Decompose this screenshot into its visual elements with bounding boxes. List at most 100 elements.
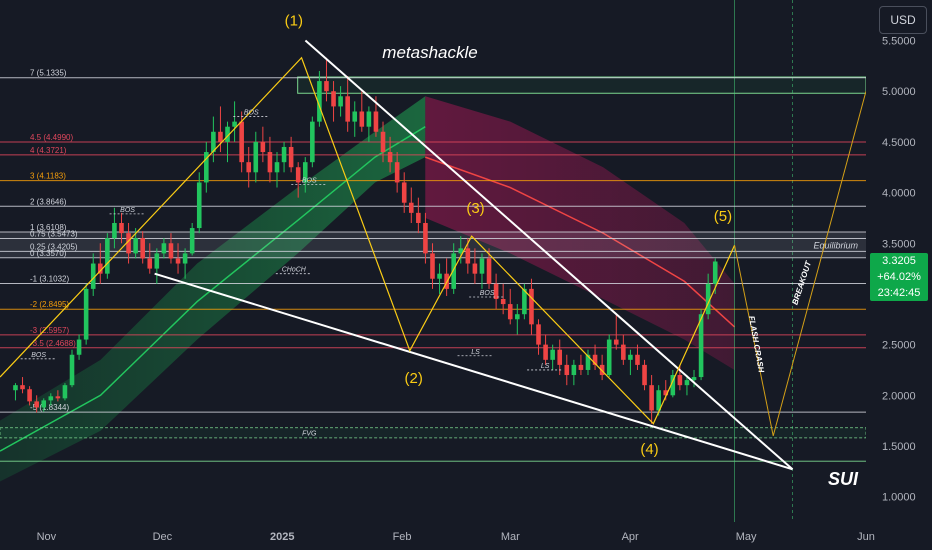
price-axis-tick: 2.5000 xyxy=(882,340,916,352)
price-axis-tick: 3.5000 xyxy=(882,238,916,250)
time-axis-background xyxy=(0,522,932,550)
time-axis-tick: Mar xyxy=(501,531,520,543)
candle-body xyxy=(154,253,160,269)
candle-body xyxy=(189,228,195,254)
candle-body xyxy=(571,364,577,376)
candle-body xyxy=(684,380,690,386)
candle-body xyxy=(642,364,647,386)
fib-label: -3 (2.5957) xyxy=(30,326,69,335)
candle-body xyxy=(423,222,428,254)
structure-label: CHoCH xyxy=(282,267,307,274)
price-axis-tick: 4.5000 xyxy=(882,137,916,149)
price-axis-tick: 1.5000 xyxy=(882,441,916,453)
candle-body xyxy=(310,121,315,163)
candle-body xyxy=(500,299,506,305)
fib-label: 0 (3.3570) xyxy=(30,249,67,258)
candle-body xyxy=(105,238,110,274)
time-axis-tick: Nov xyxy=(37,531,57,543)
candle-body xyxy=(536,324,541,345)
candle-body xyxy=(578,364,584,370)
candle-body xyxy=(112,222,117,239)
candle-body xyxy=(232,121,237,127)
candle-body xyxy=(345,96,350,122)
wedge-lower-line xyxy=(154,272,793,471)
candle-body xyxy=(34,401,39,408)
structure-label: LS xyxy=(471,349,480,356)
candle-body xyxy=(211,131,216,153)
candle-body xyxy=(331,91,336,107)
candle-body xyxy=(161,243,167,254)
candle-body xyxy=(557,349,563,365)
candle-body xyxy=(416,212,421,223)
candle-body xyxy=(543,344,548,360)
fib-label: 3 (4.1183) xyxy=(30,172,66,181)
projection-path xyxy=(734,91,867,436)
candle-body xyxy=(281,146,287,163)
candle-body xyxy=(27,389,32,402)
ma-line-red xyxy=(425,156,736,328)
fib-label: 2 (3.8646) xyxy=(30,197,67,206)
fib-label: 1 (3.6108) xyxy=(30,223,67,232)
equilibrium-label: Equilibrium xyxy=(813,240,858,250)
price-axis-tick: 5.0000 xyxy=(882,86,916,98)
candle-body xyxy=(20,385,25,390)
fib-label: -5 (1.8344) xyxy=(30,403,69,412)
moving-average-bands xyxy=(0,96,736,482)
candle-body xyxy=(69,354,75,386)
price-axis-tick: 2.0000 xyxy=(882,390,916,402)
time-axis-tick: May xyxy=(736,531,757,543)
wave-label: (2) xyxy=(404,370,422,387)
candle-body xyxy=(656,390,661,411)
candle-body xyxy=(90,263,96,289)
candle-body xyxy=(670,375,676,396)
time-axis-tick: Apr xyxy=(622,531,639,543)
candle-body xyxy=(437,273,442,279)
last-price-tag: 3.3205 +64.02% 23:42:45 xyxy=(870,253,928,301)
candle-body xyxy=(239,121,244,163)
fib-label: 7 (5.1335) xyxy=(30,69,67,78)
candle-body xyxy=(592,354,598,365)
candle-body xyxy=(274,162,280,173)
candle-body xyxy=(133,238,138,254)
candle-body xyxy=(126,233,131,254)
fib-label: 4 (4.3721) xyxy=(30,146,67,155)
candle-body xyxy=(401,182,407,203)
candle-body xyxy=(13,385,18,391)
candle-body xyxy=(324,81,329,92)
fvg-zone xyxy=(0,427,867,439)
candle-body xyxy=(267,152,273,173)
fib-label: 0.25 (3.4205) xyxy=(30,242,78,251)
fib-label: -3.5 (2.4688) xyxy=(30,339,76,348)
structure-label: BOS xyxy=(244,110,259,117)
time-axis-tick: Feb xyxy=(393,531,412,543)
candle-body xyxy=(507,304,513,320)
wave-label: (1) xyxy=(285,12,303,29)
currency-button[interactable]: USD xyxy=(879,6,927,34)
candle-body xyxy=(408,202,414,213)
candle-body xyxy=(663,390,669,396)
candle-body xyxy=(175,258,181,264)
candle-body xyxy=(529,288,534,325)
candle-body xyxy=(119,222,124,234)
candle-body xyxy=(387,152,393,163)
candle-body xyxy=(366,111,372,127)
symbol-label: SUI xyxy=(828,469,859,489)
candle-body xyxy=(317,81,322,122)
candle-body xyxy=(168,243,174,259)
time-axis-tick: 2025 xyxy=(270,531,294,543)
price-axis-tick: 1.0000 xyxy=(882,492,916,504)
chart-annotations: (1)(2)(3)(4)(5)FLASH CRASHBREAKOUTBOSBOS… xyxy=(0,12,867,489)
candle-body xyxy=(359,111,365,127)
wave-label: (5) xyxy=(714,208,732,225)
structure-label: BOS xyxy=(302,177,317,184)
elliott-wave-path xyxy=(0,56,736,425)
candle-body xyxy=(515,314,520,320)
structure-label: BOS xyxy=(120,207,135,214)
candle-body xyxy=(465,248,471,264)
candle-body xyxy=(691,377,697,381)
candle-body xyxy=(451,253,456,289)
price-axis-tick: 5.5000 xyxy=(882,36,916,48)
